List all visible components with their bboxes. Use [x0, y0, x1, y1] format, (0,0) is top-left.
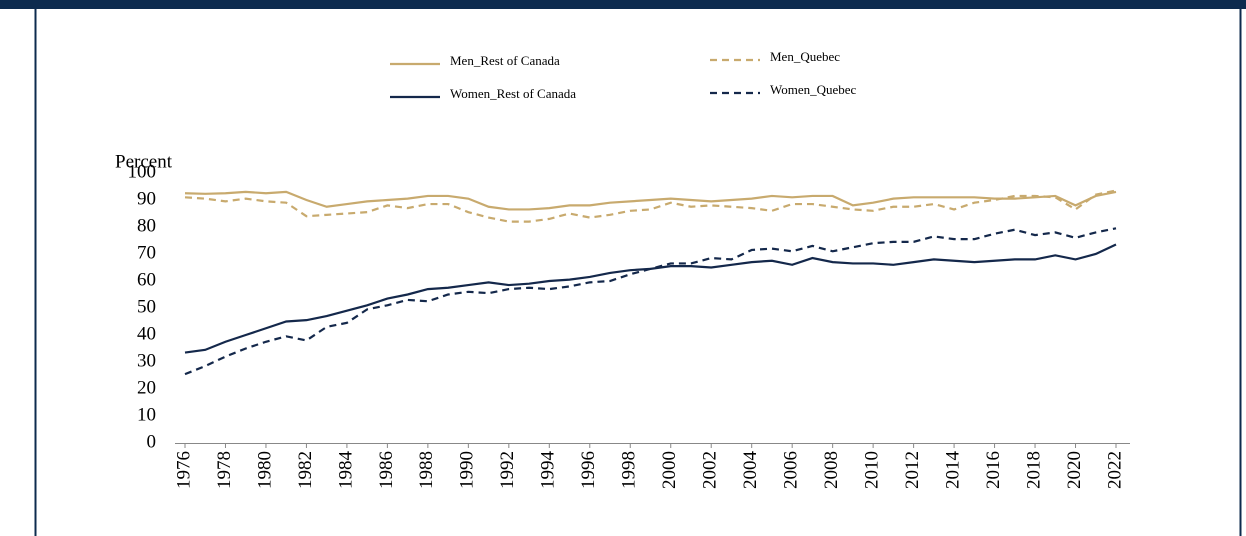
line-series — [184, 190, 1117, 211]
y-tick-label: 60 — [137, 269, 156, 290]
x-tick-label: 2014 — [942, 451, 963, 490]
x-tick-label: 2020 — [1064, 451, 1085, 489]
legend-label: Men_Rest of Canada — [450, 53, 560, 68]
x-tick-label: 2006 — [781, 451, 802, 489]
legend-label: Women_Rest of Canada — [450, 86, 576, 101]
y-tick-label: 20 — [137, 377, 156, 398]
x-tick-label: 2004 — [740, 451, 761, 490]
y-tick-label: 90 — [137, 188, 156, 209]
x-tick-label: 2012 — [902, 451, 923, 489]
x-tick-label: 1994 — [538, 451, 559, 490]
top-bar — [0, 0, 1246, 9]
x-tick-label: 1982 — [295, 451, 316, 489]
y-tick-label: 50 — [137, 296, 156, 317]
y-tick-label: 30 — [137, 350, 156, 371]
x-tick-label: 2000 — [659, 451, 680, 489]
y-tick-label: 70 — [137, 242, 156, 263]
y-tick-label: 40 — [137, 323, 156, 344]
x-tick-label: 1978 — [214, 451, 235, 489]
legend-label: Men_Quebec — [770, 49, 840, 64]
x-tick-label: 1996 — [578, 451, 599, 489]
y-tick-label: 0 — [147, 431, 157, 452]
line-series — [184, 227, 1117, 376]
x-tick-label: 2018 — [1023, 451, 1044, 489]
x-tick-label: 1986 — [376, 451, 397, 489]
x-tick-label: 2002 — [700, 451, 721, 489]
line-series — [184, 189, 1117, 223]
y-tick-label: 10 — [137, 404, 156, 425]
legend-label: Women_Quebec — [770, 82, 857, 97]
x-tick-label: 1992 — [497, 451, 518, 489]
line-series — [184, 243, 1117, 354]
x-tick-label: 2022 — [1104, 451, 1125, 489]
y-axis-label: Percent — [115, 151, 173, 172]
x-tick-label: 1998 — [619, 451, 640, 489]
x-tick-label: 1976 — [173, 451, 194, 489]
x-tick-label: 1984 — [335, 451, 356, 490]
x-tick-label: 1988 — [416, 451, 437, 489]
y-tick-label: 80 — [137, 215, 156, 236]
x-tick-label: 2016 — [983, 451, 1004, 489]
x-tick-label: 1980 — [254, 451, 275, 489]
x-tick-label: 2008 — [821, 451, 842, 489]
x-tick-label: 1990 — [457, 451, 478, 489]
y-tick-label: 100 — [128, 161, 157, 182]
x-tick-label: 2010 — [861, 451, 882, 489]
